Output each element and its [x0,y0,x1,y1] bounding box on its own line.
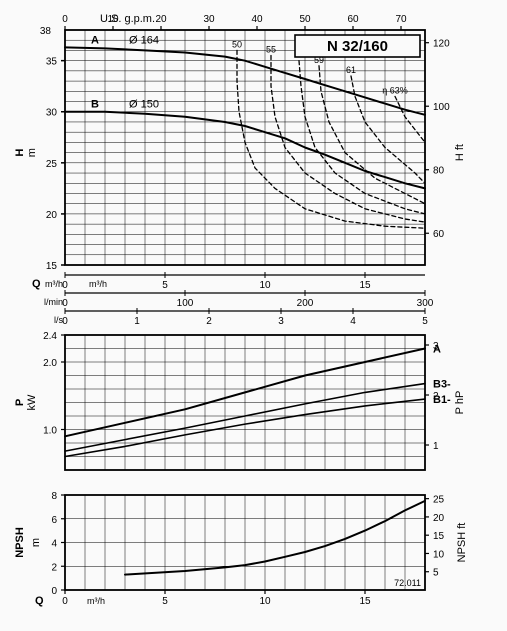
svg-text:H ft: H ft [454,144,466,161]
svg-text:m³/h: m³/h [89,279,107,289]
svg-text:30: 30 [46,108,58,119]
svg-text:m³/h: m³/h [45,279,63,289]
svg-text:0: 0 [62,14,68,25]
svg-text:NPSH: NPSH [14,527,26,558]
svg-text:50: 50 [232,39,242,49]
svg-text:4: 4 [350,316,356,327]
svg-text:3: 3 [278,316,284,327]
svg-text:100: 100 [177,298,194,309]
svg-text:B3-: B3- [433,379,451,391]
svg-text:kW: kW [26,394,38,411]
svg-text:Q: Q [32,278,41,290]
svg-text:1: 1 [433,441,439,452]
svg-text:5: 5 [433,568,439,579]
svg-text:15: 15 [359,596,371,607]
svg-text:20: 20 [433,513,445,524]
svg-text:10: 10 [433,549,445,560]
svg-text:61: 61 [346,65,356,75]
svg-text:N 32/160: N 32/160 [327,38,388,55]
svg-text:38: 38 [40,26,52,37]
svg-text:120: 120 [433,39,450,50]
svg-text:0: 0 [62,280,68,291]
svg-text:0: 0 [62,316,68,327]
svg-text:A: A [91,34,99,46]
svg-text:10: 10 [259,280,271,291]
svg-text:Ø 150: Ø 150 [129,99,159,111]
svg-text:25: 25 [433,495,445,506]
svg-text:30: 30 [203,14,215,25]
svg-text:A: A [433,344,441,356]
svg-text:H: H [14,149,26,157]
svg-text:100: 100 [433,102,450,113]
svg-text:1.0: 1.0 [43,426,57,437]
svg-text:m: m [30,538,42,547]
svg-text:Q: Q [35,595,44,607]
svg-text:m: m [26,148,38,157]
svg-text:1: 1 [134,316,140,327]
svg-text:0: 0 [51,586,57,597]
svg-text:60: 60 [347,14,359,25]
svg-text:0: 0 [62,596,68,607]
svg-text:15: 15 [359,280,371,291]
svg-text:20: 20 [155,14,167,25]
pump-curve-chart: 152025303538Hm010203040506070U.S. g.p.m.… [0,0,507,631]
svg-text:U.S. g.p.m.: U.S. g.p.m. [100,13,155,25]
svg-text:B1-: B1- [433,394,451,406]
svg-text:20: 20 [46,210,58,221]
svg-text:15: 15 [46,261,58,272]
svg-text:35: 35 [46,57,58,68]
svg-text:25: 25 [46,159,58,170]
svg-text:50: 50 [299,14,311,25]
svg-text:6: 6 [51,515,57,526]
svg-text:5: 5 [162,596,168,607]
svg-text:l/min: l/min [44,297,63,307]
svg-text:m³/h: m³/h [87,596,105,606]
svg-text:4: 4 [51,539,57,550]
svg-text:2.0: 2.0 [43,358,57,369]
svg-text:15: 15 [433,531,445,542]
svg-text:10: 10 [259,596,271,607]
svg-text:2.4: 2.4 [43,331,57,342]
svg-text:NPSH ft: NPSH ft [456,523,468,563]
svg-text:B: B [91,99,99,111]
svg-text:Ø 164: Ø 164 [129,34,159,46]
svg-text:l/s: l/s [54,315,64,325]
svg-text:0: 0 [62,298,68,309]
svg-text:P: P [14,399,26,406]
svg-text:60: 60 [433,229,445,240]
svg-text:200: 200 [297,298,314,309]
svg-text:80: 80 [433,166,445,177]
svg-text:300: 300 [417,298,434,309]
svg-text:5: 5 [422,316,428,327]
svg-text:8: 8 [51,491,57,502]
svg-text:η 63%: η 63% [382,85,408,95]
svg-text:2: 2 [206,316,212,327]
svg-text:40: 40 [251,14,263,25]
svg-text:72.011: 72.011 [394,578,421,588]
svg-text:70: 70 [395,14,407,25]
svg-text:P hP: P hP [454,391,466,415]
svg-text:2: 2 [51,562,57,573]
svg-text:5: 5 [162,280,168,291]
svg-text:55: 55 [266,45,276,55]
